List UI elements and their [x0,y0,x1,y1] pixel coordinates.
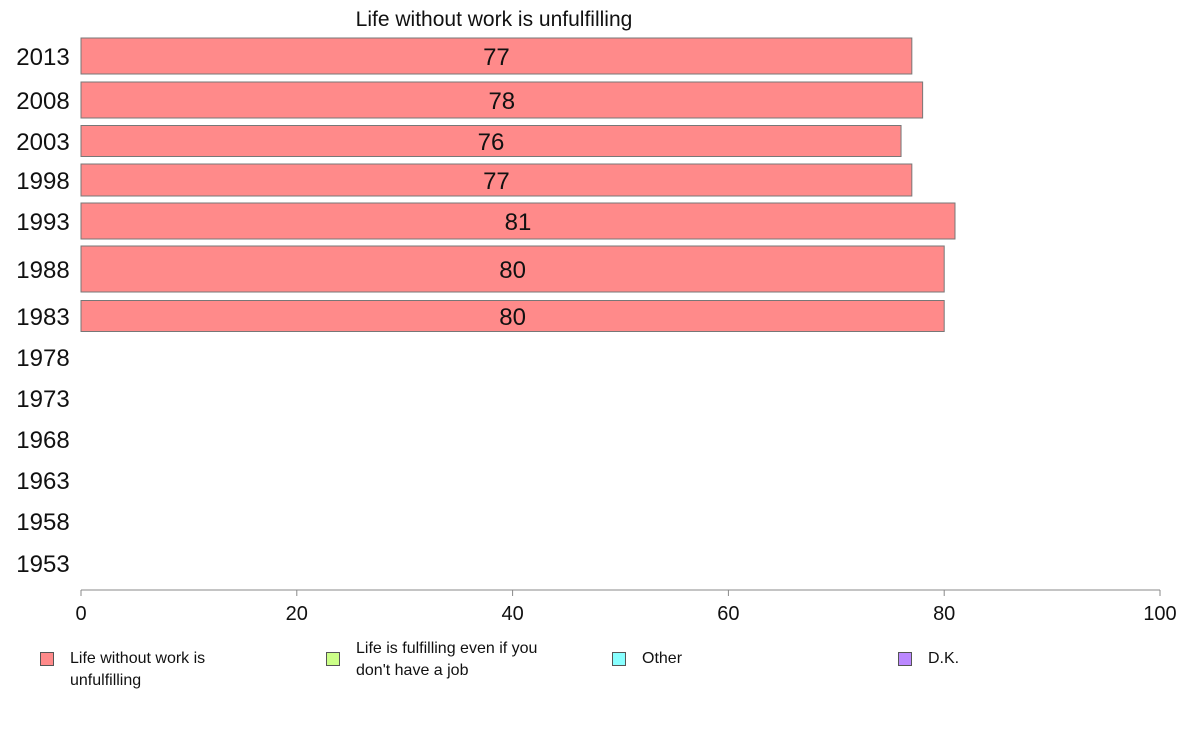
legend-swatch [612,652,626,666]
legend-label: D.K. [928,650,960,667]
legend-label: Other [642,650,683,667]
legend-swatch [898,652,912,666]
bar-value-label: 81 [505,209,532,236]
bar-value-label: 77 [483,44,510,71]
bar-value-label: 76 [478,129,505,156]
x-tick-label: 80 [933,603,955,625]
legend-swatch [326,652,340,666]
y-tick-label: 1963 [16,468,69,495]
legend-swatch [40,652,54,666]
y-tick-label: 2013 [16,44,69,71]
y-tick-label: 1958 [16,509,69,536]
bar-1988 [80,245,945,293]
legend-label: Life is fulfilling even if you don't hav… [356,640,538,679]
bar-value-label: 77 [483,168,510,195]
y-tick-label: 1953 [16,551,69,578]
chart-title: Life without work is unfulfilling [356,8,633,31]
bar-1998 [80,163,913,197]
legend-item-other: Other [612,638,852,670]
bar-chart: Life without work is unfulfilling2013200… [16,8,1176,625]
legend-item-fulfilling: Life is fulfilling even if you don't hav… [326,638,546,682]
x-tick-label: 60 [717,603,739,625]
x-tick-label: 20 [286,603,308,625]
bar-1983 [80,300,945,332]
y-tick-label: 2003 [16,129,69,156]
bar-2003 [80,125,902,157]
legend-item-unfulfilling: Life without work is unfulfilling [40,638,280,692]
bar-1993 [80,202,956,240]
y-tick-label: 1998 [16,168,69,195]
bar-2013 [80,37,913,75]
bar-2008 [80,81,924,119]
y-tick-label: 1968 [16,427,69,454]
bar-value-label: 80 [499,304,526,331]
y-tick-label: 1973 [16,386,69,413]
y-tick-label: 2008 [16,88,69,115]
bar-value-label: 80 [499,257,526,284]
y-tick-label: 1988 [16,257,69,284]
y-tick-label: 1978 [16,345,69,372]
legend: Life without work is unfulfilling Life i… [0,638,1188,689]
legend-label: Life without work is unfulfilling [70,650,206,689]
bar-value-label: 78 [488,88,515,115]
x-tick-label: 100 [1143,603,1176,625]
legend-item-dk: D.K. [898,638,1138,670]
x-tick-label: 40 [501,603,523,625]
y-tick-label: 1993 [16,209,69,236]
x-tick-label: 0 [75,603,86,625]
y-tick-label: 1983 [16,304,69,331]
